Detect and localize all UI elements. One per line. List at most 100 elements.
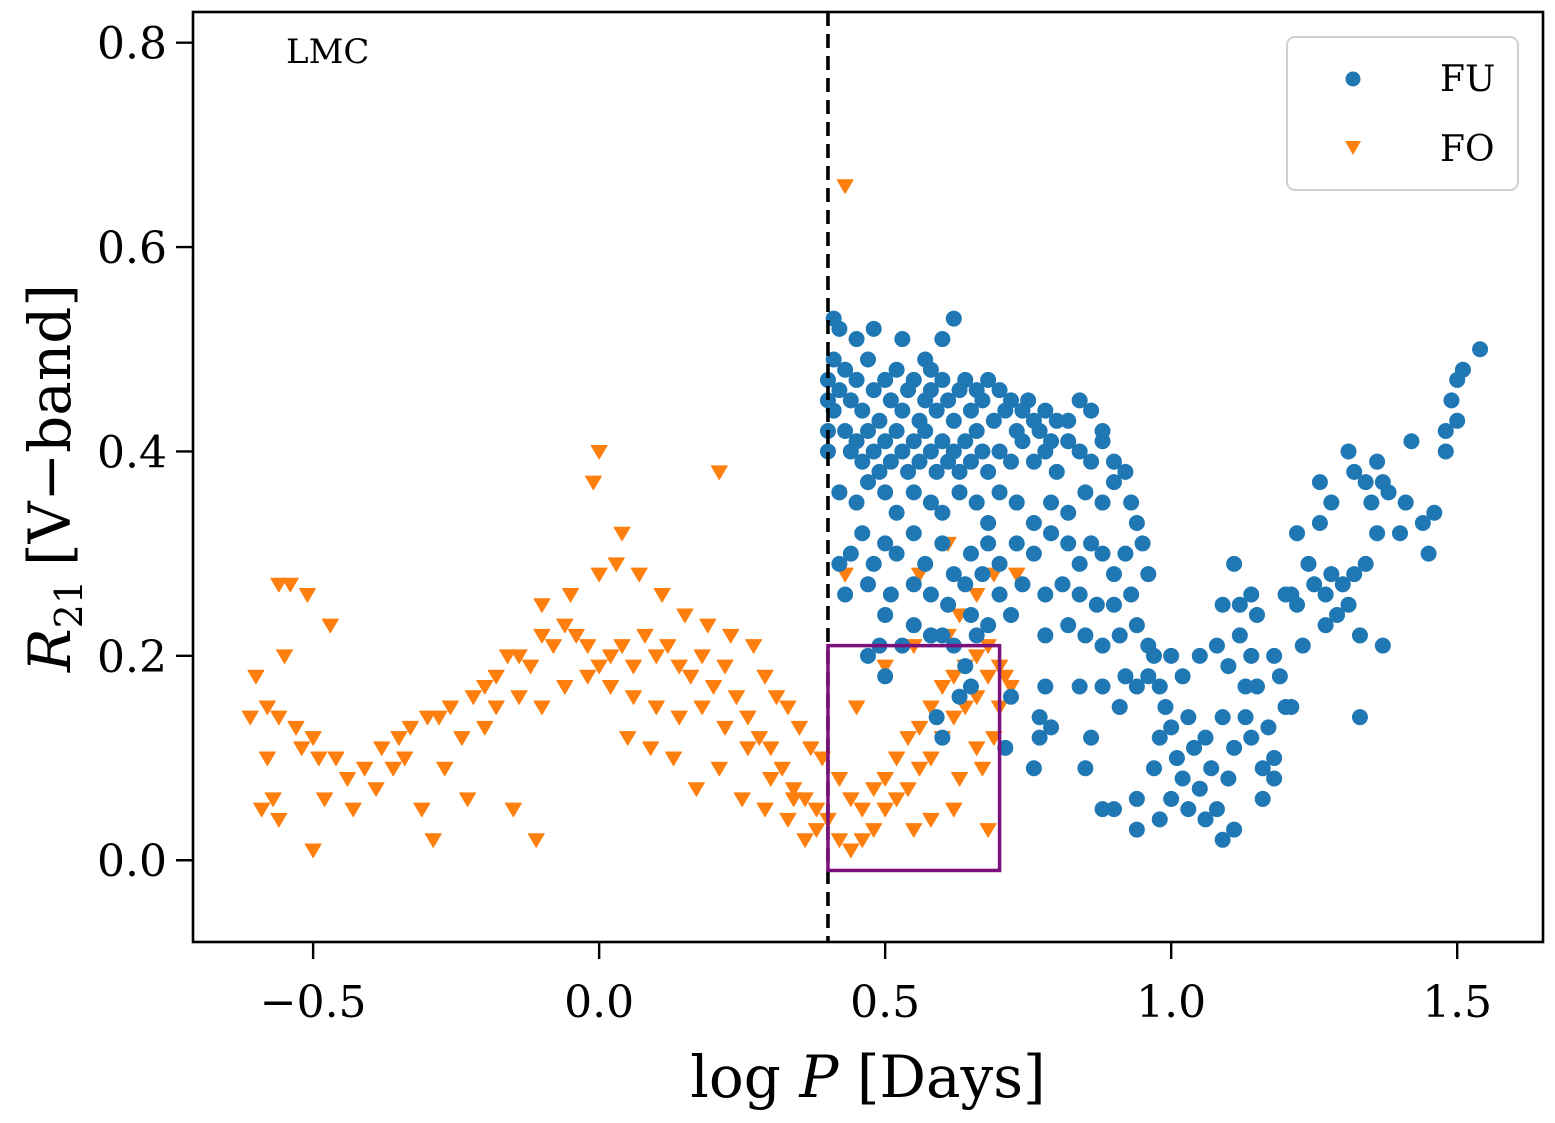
fo-point [287,720,305,736]
fu-point [1180,801,1197,818]
fu-point [1140,566,1157,583]
fo-point [321,618,339,634]
fo-point [922,700,940,716]
fu-point [1117,545,1134,562]
fu-point [1003,688,1020,705]
fu-point [1248,678,1265,695]
fu-point [848,371,865,388]
fo-point [1002,680,1020,695]
fu-point [1003,606,1020,623]
fo-point [590,567,608,583]
fo-point [258,700,276,716]
region-annotation: LMC [286,32,369,72]
fu-point [1374,637,1391,654]
fo-point [865,782,883,797]
fo-point [670,710,688,726]
fo-point [356,761,374,777]
fo-point [562,588,580,603]
fo-point [270,710,288,726]
fu-point [882,586,899,603]
fu-point [1260,719,1277,736]
fu-point [871,412,888,429]
fu-point [1380,484,1397,501]
fo-point [533,598,551,613]
fu-point [922,361,939,378]
fo-point [504,802,522,818]
fu-point [1014,433,1031,450]
fu-point [1128,514,1145,531]
fo-point [298,588,316,603]
overlay-layer [826,12,1002,942]
fo-point [653,588,671,603]
fu-point [1151,729,1168,746]
fu-point [854,525,871,542]
fu-point [905,525,922,542]
fu-point [934,433,951,450]
fu-point [888,504,905,521]
fo-point [779,812,797,828]
y-tick-label: 0.6 [97,223,167,274]
fu-point [1266,750,1283,767]
fu-point [1025,545,1042,562]
fu-point [980,463,997,480]
fo-point [453,731,471,746]
fu-point [1294,637,1311,654]
fu-point [860,576,876,593]
fu-point [1334,576,1351,593]
fu-point [905,484,922,501]
fu-point [1071,586,1088,603]
fo-point [979,823,997,838]
fo-point [510,690,528,705]
x-axis: −0.5 0.0 0.5 1.0 1.5 [260,942,1492,1028]
fu-point [968,494,985,511]
fu-point [1031,729,1048,746]
fo-point [773,761,791,777]
fo-point [304,731,322,746]
fo-point [373,741,391,756]
fo-point [796,792,814,808]
fu-point [1220,658,1237,675]
fu-point [842,545,859,562]
fu-point [974,392,991,409]
fu-point [819,371,836,388]
fu-point [1071,392,1088,409]
fu-point [945,443,962,460]
fu-point [1243,729,1260,746]
fo-point [876,802,894,818]
fo-point [419,710,437,726]
fo-point [945,710,963,726]
fo-point [522,659,539,675]
fu-point [819,443,836,460]
fo-point [710,465,728,480]
fu-point [917,423,934,440]
fu-point [1197,729,1214,746]
fo-point [665,751,683,767]
fo-point [682,669,700,685]
fo-point [436,761,454,777]
fo-point [401,720,419,736]
fu-point [882,392,899,409]
fu-point [962,606,979,623]
fo-point [556,680,574,695]
fu-point [1146,647,1163,664]
fu-point [1157,698,1174,715]
fu-point [877,668,894,685]
fu-point [1048,463,1065,480]
fu-point [991,555,1008,572]
fu-point [934,504,951,521]
y-tick-label: 0.0 [97,836,167,887]
fo-point [464,690,482,705]
fu-point [1043,494,1060,511]
fu-point [1357,474,1374,491]
fo-point [899,782,917,797]
fu-point [985,412,1002,429]
fu-point [1054,576,1071,593]
fo-point [602,680,620,695]
fu-point [945,310,962,327]
fo-point [830,771,848,787]
fo-point [487,669,505,685]
fo-point [659,639,677,654]
fu-point [951,463,968,480]
x-tick-label: −0.5 [260,977,367,1028]
fo-point [647,649,665,664]
